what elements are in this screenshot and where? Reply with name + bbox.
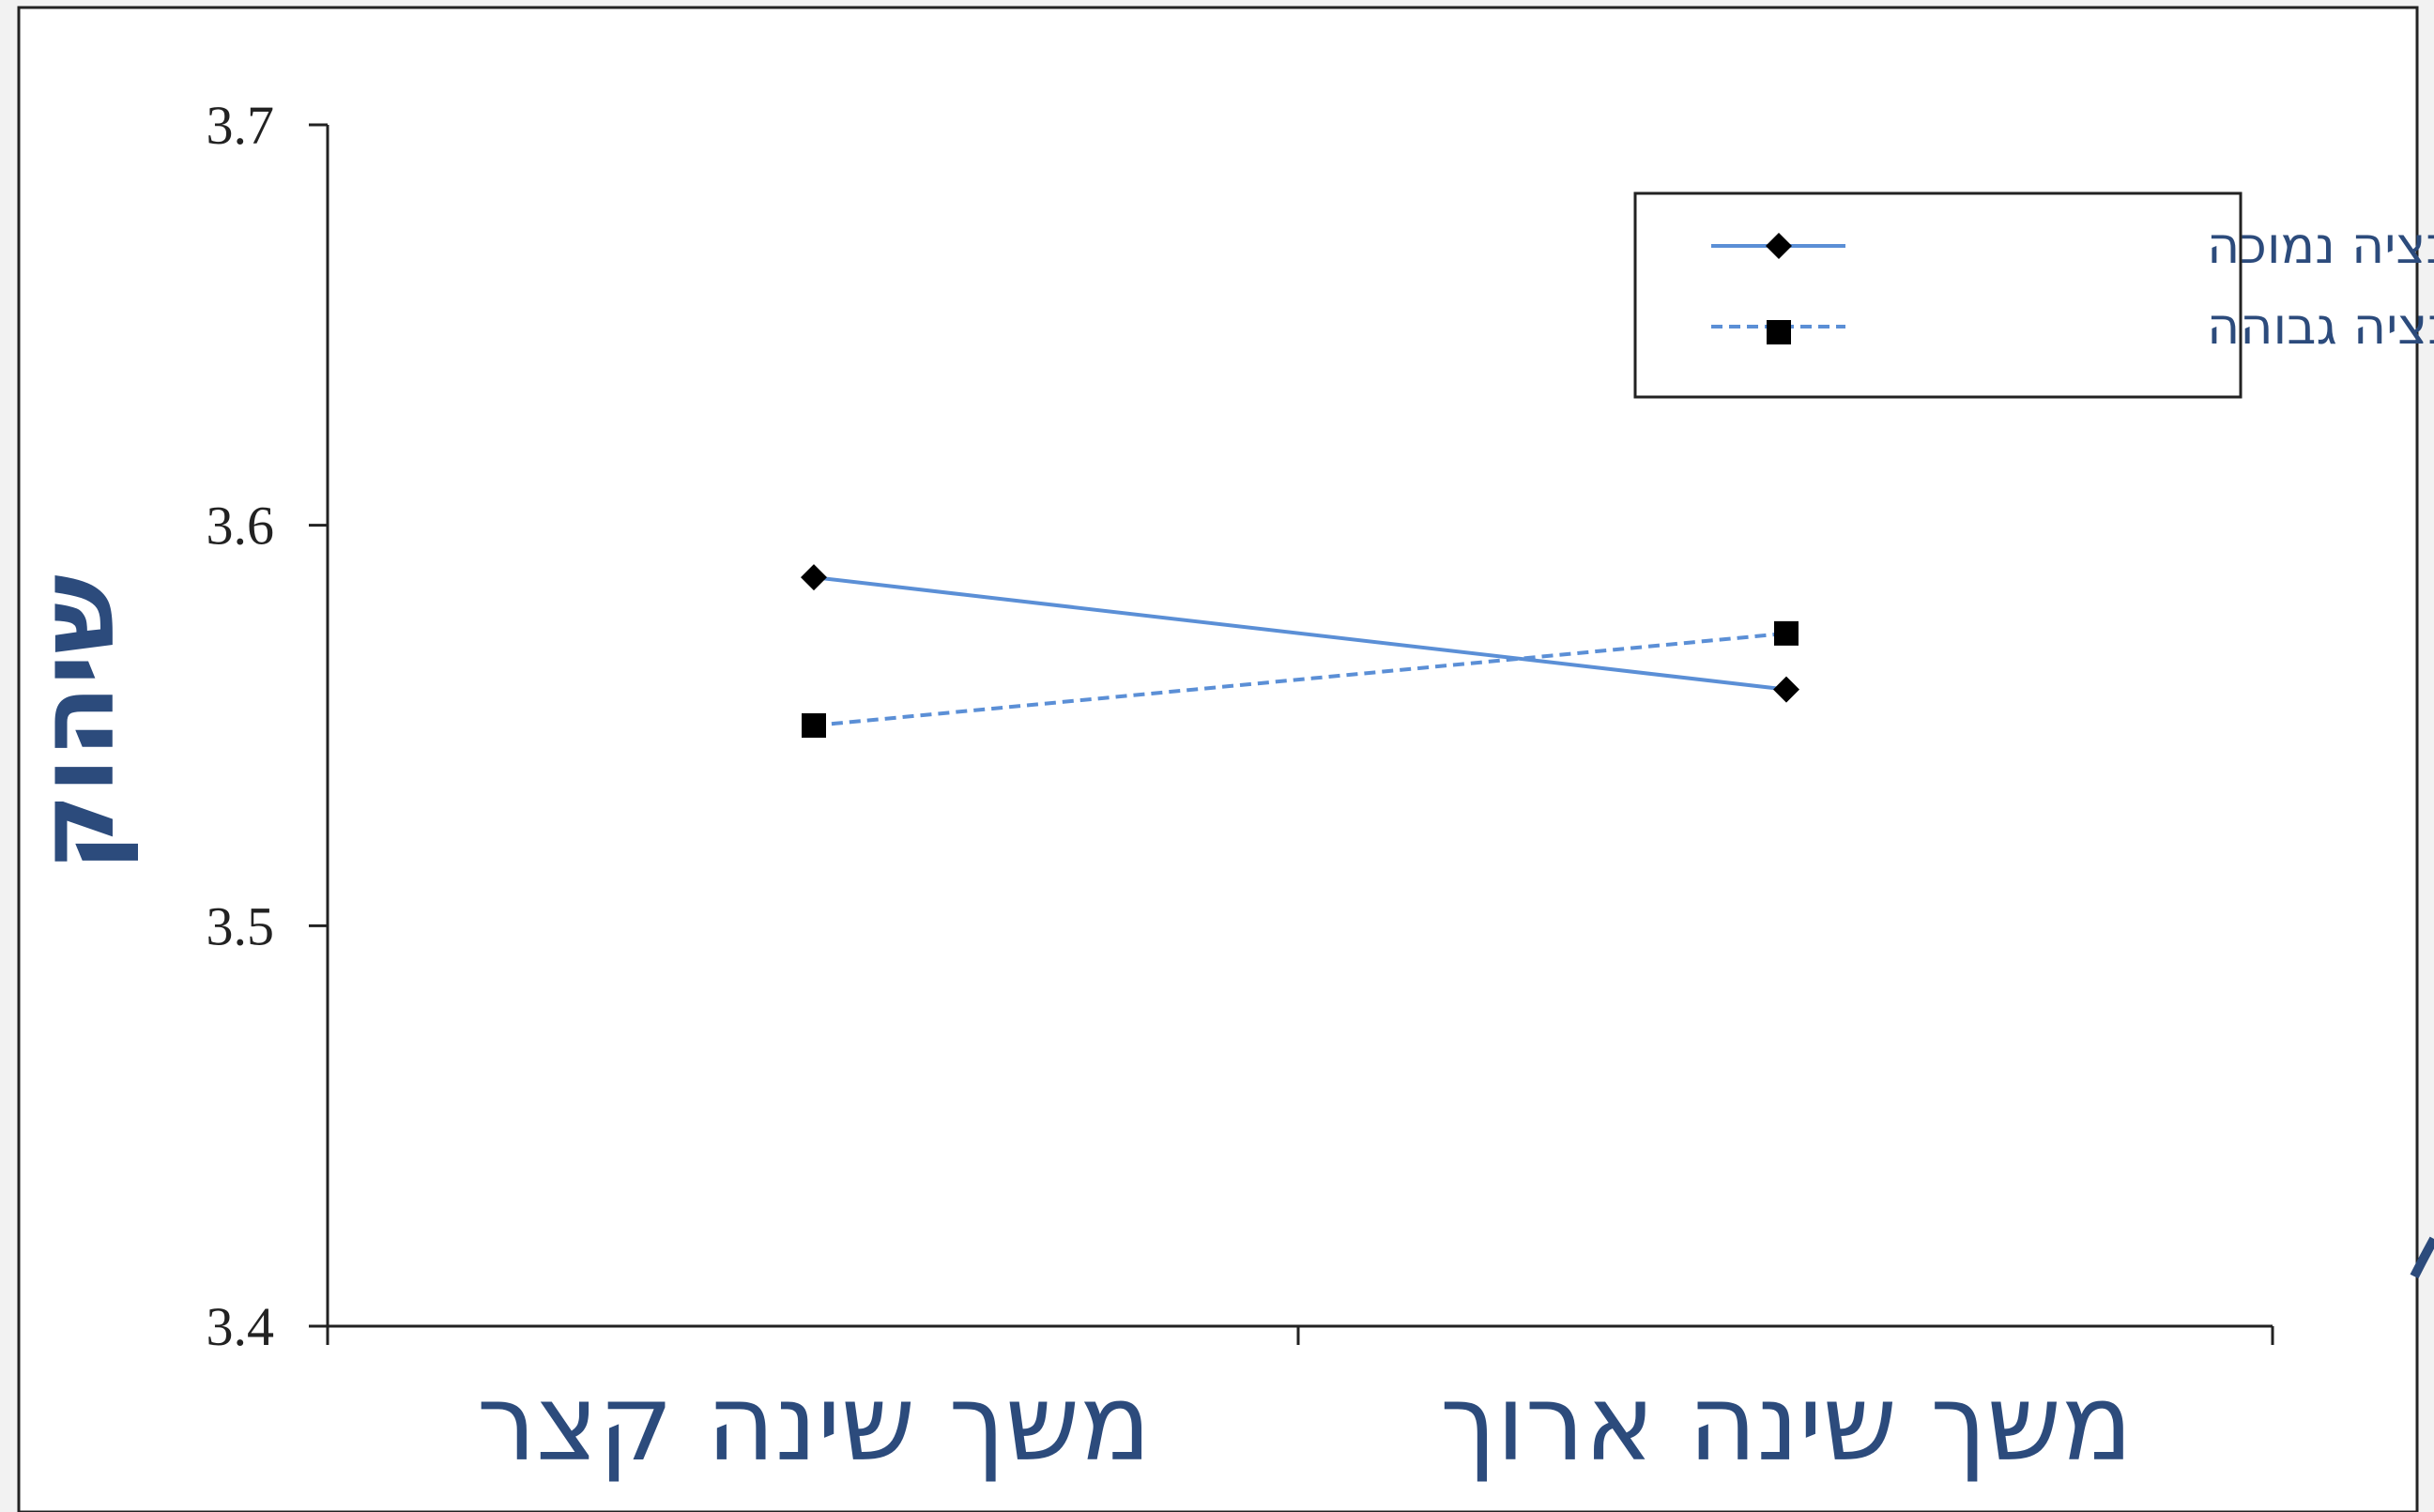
series-line-1 — [813, 631, 1787, 727]
decorative-stroke — [2410, 1236, 2434, 1279]
x-category-labels: משך שינה קצר משך שינה ארוך — [477, 1363, 2133, 1485]
legend-label-1: מוטיבציה גבוהה — [2207, 297, 2434, 356]
y-tick-label: 3.5 — [207, 895, 275, 956]
legend: מוטיבציה נמוכה מוטיבציה גבוהה — [1633, 191, 2434, 399]
legend-label-0: מוטיבציה נמוכה — [2207, 216, 2434, 275]
x-category-label: משך שינה קצר — [477, 1363, 1151, 1485]
series-group — [801, 564, 1799, 738]
y-tick-label: 3.7 — [207, 95, 275, 156]
x-category-label: משך שינה ארוך — [1440, 1363, 2133, 1485]
data-point-1-1 — [1774, 620, 1799, 646]
series-line-0 — [813, 575, 1787, 692]
y-axis-label: שיהוק — [16, 574, 138, 871]
data-point-0-0 — [801, 564, 827, 591]
y-tick-label: 3.6 — [207, 496, 275, 557]
axes — [326, 125, 2274, 1345]
y-tick-label: 3.4 — [207, 1296, 275, 1357]
legend-marker-0 — [1766, 233, 1792, 259]
y-ticks: 3.4 3.5 3.6 3.7 — [207, 95, 328, 1357]
data-point-0-1 — [1773, 676, 1799, 703]
legend-marker-1 — [1767, 320, 1791, 344]
data-point-1-0 — [802, 713, 826, 738]
legend-box — [1633, 191, 2243, 399]
